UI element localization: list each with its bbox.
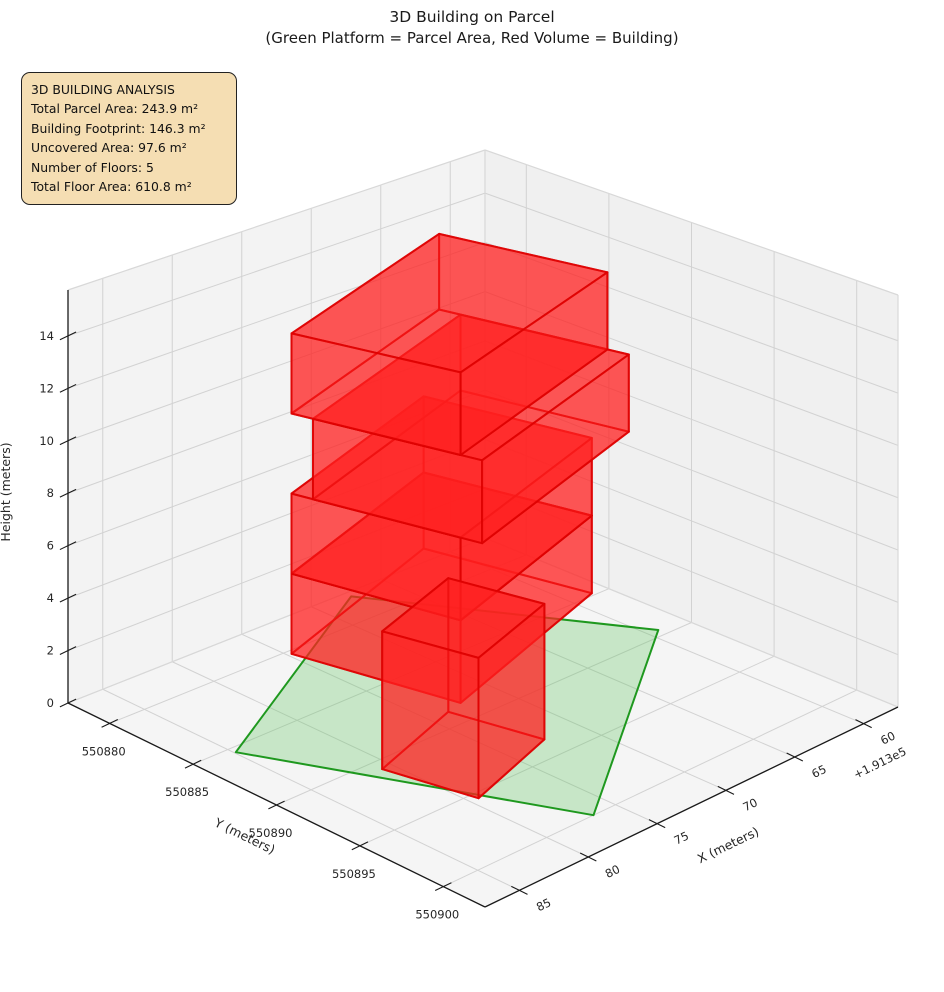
x-tick-label: 65 [809, 762, 828, 781]
info-box-line: Total Parcel Area: 243.9 m² [31, 101, 199, 117]
x-tick-label: 70 [741, 795, 760, 814]
y-tick-label: 550890 [249, 826, 293, 840]
y-tick-label: 550880 [82, 744, 126, 758]
z-axis-label: Height (meters) [0, 442, 13, 541]
x-tick-label: 75 [672, 829, 691, 848]
analysis-info-box: 3D BUILDING ANALYSIS Total Parcel Area: … [21, 72, 237, 206]
z-tick-label: 6 [47, 539, 54, 553]
chart-title: 3D Building on Parcel (Green Platform = … [0, 6, 944, 50]
z-tick-label: 4 [47, 591, 54, 605]
grid-lines [67, 161, 899, 891]
chart-title-line1: 3D Building on Parcel [389, 8, 555, 26]
info-box-line: Number of Floors: 5 [31, 159, 154, 175]
y-tick-label: 550895 [332, 867, 376, 881]
info-box-line: Building Footprint: 146.3 m² [31, 120, 206, 136]
y-tick-label: 550900 [415, 908, 459, 922]
y-tick-label: 550885 [165, 785, 209, 799]
z-tick-label: 0 [47, 696, 54, 710]
z-tick-label: 14 [39, 329, 54, 343]
z-tick-label: 2 [47, 644, 54, 658]
building-volume [290, 232, 630, 800]
building-floor-5 [290, 232, 609, 456]
chart-title-line2: (Green Platform = Parcel Area, Red Volum… [265, 29, 679, 48]
z-tick-label: 12 [39, 381, 54, 395]
info-box-line: Uncovered Area: 97.6 m² [31, 140, 187, 156]
info-box-line: Total Floor Area: 610.8 m² [31, 179, 192, 195]
x-tick-label: 85 [534, 895, 553, 914]
z-tick-label: 10 [39, 434, 54, 448]
z-tick-label: 8 [47, 486, 54, 500]
x-axis-label: X (meters) [695, 824, 761, 867]
x-tick-label: 60 [878, 729, 897, 748]
x-tick-label: 80 [603, 862, 622, 881]
building-floor-1-annex [381, 577, 546, 800]
x-axis-offset-text: +1.913e5 [851, 744, 908, 782]
info-box-heading: 3D BUILDING ANALYSIS [31, 82, 175, 97]
